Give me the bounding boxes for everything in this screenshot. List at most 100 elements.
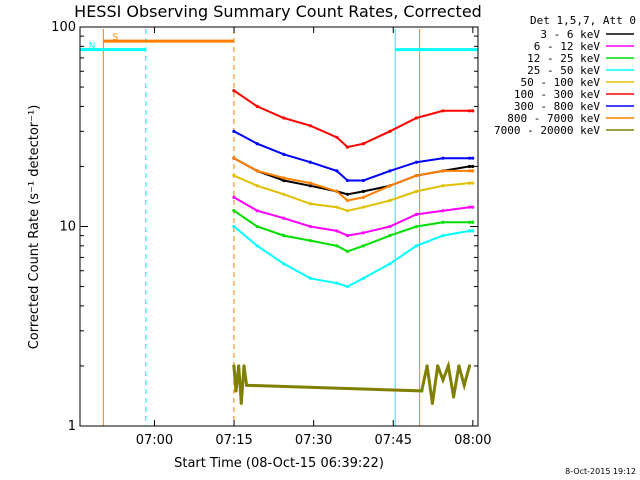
legend-label-3: 25 - 50 keV [527, 64, 600, 77]
series-point-0-11 [471, 164, 475, 169]
series-point-6-0 [232, 129, 236, 133]
series-point-8-13 [457, 364, 461, 368]
series-point-7-2 [282, 176, 286, 180]
series-line-3 [233, 225, 473, 288]
series-point-8-1 [234, 389, 238, 393]
series-point-4-1 [255, 184, 259, 188]
series-point-0-10 [467, 164, 472, 169]
series-point-1-6 [361, 231, 365, 235]
series-point-7-1 [255, 169, 259, 173]
series-point-6-6 [361, 178, 365, 183]
legend-label-7: 800 - 7000 keV [507, 112, 600, 125]
series-point-3-7 [388, 262, 392, 266]
series-point-7-4 [335, 189, 339, 193]
series-point-6-5 [345, 178, 350, 183]
series-point-5-8 [414, 116, 419, 120]
legend-label-0: 3 - 6 keV [540, 28, 600, 41]
series-line-7 [233, 157, 473, 202]
series-line-1 [233, 196, 473, 237]
y-tick-label-1: 10 [59, 220, 76, 235]
series-point-4-9 [441, 184, 445, 188]
legend-label-1: 6 - 12 keV [534, 40, 601, 53]
series-point-7-11 [471, 169, 475, 173]
x-tick-label-3: 07:30 [295, 433, 332, 448]
series-point-4-8 [414, 189, 419, 193]
series-point-5-3 [308, 124, 312, 128]
series-point-2-0 [232, 209, 236, 213]
x-tick-label-4: 07:45 [375, 433, 412, 448]
x-tick-label-5: 08:00 [454, 433, 491, 448]
y-axis: 1 10 100 [51, 20, 478, 434]
timestamp: 8-Oct-2015 19:12 [565, 467, 636, 476]
series-point-1-5 [345, 234, 350, 238]
series-point-5-11 [471, 109, 475, 113]
series-point-5-5 [345, 145, 350, 149]
series-point-6-10 [467, 156, 472, 160]
series-point-3-2 [282, 262, 286, 266]
series-point-2-9 [441, 220, 445, 224]
series-point-3-1 [255, 244, 259, 248]
x-tick-label-1: 07:00 [136, 433, 173, 448]
series-point-6-4 [335, 169, 339, 173]
flag-label-1: N [89, 42, 96, 52]
series-point-7-9 [441, 169, 445, 173]
x-axis: 07:00 07:15 07:30 07:45 08:00 [136, 27, 492, 448]
series-point-5-1 [255, 104, 259, 108]
series-point-7-6 [361, 195, 365, 199]
series-7 [232, 156, 475, 203]
series-point-6-3 [308, 160, 312, 164]
series-point-4-11 [471, 181, 475, 185]
series-point-2-5 [345, 249, 350, 254]
series-point-5-6 [361, 142, 365, 146]
series-point-6-7 [388, 169, 392, 173]
series-point-7-5 [345, 198, 350, 203]
series-point-8-4 [242, 364, 246, 368]
series-point-1-7 [388, 224, 392, 229]
series-point-0-3 [308, 184, 312, 188]
series-point-5-2 [282, 116, 286, 120]
series-point-8-11 [446, 364, 450, 368]
series-point-3-8 [414, 244, 419, 248]
series-point-5-0 [232, 88, 236, 93]
series-point-6-1 [255, 142, 259, 146]
series-point-8-6 [420, 389, 424, 393]
series-point-4-6 [361, 205, 365, 209]
series-point-0-5 [345, 192, 350, 196]
series-point-2-8 [414, 224, 419, 229]
series-point-7-8 [414, 173, 419, 178]
series-point-0-6 [361, 189, 365, 193]
series-point-8-7 [425, 364, 429, 368]
series-point-8-5 [245, 383, 249, 387]
legend-label-8: 7000 - 20000 keV [494, 124, 600, 137]
series-point-8-0 [232, 364, 236, 368]
series-point-8-10 [441, 378, 445, 382]
series-line-6 [233, 130, 473, 182]
legend-title: Det 1,5,7, Att 0 [530, 14, 636, 27]
series-point-3-10 [467, 229, 472, 233]
series-point-4-4 [335, 205, 339, 209]
series-2 [232, 209, 475, 254]
series-point-1-9 [441, 209, 445, 213]
series-point-1-1 [255, 209, 259, 213]
series-line-8 [232, 360, 471, 404]
y-tick-label-2: 100 [51, 20, 76, 35]
series-point-6-9 [441, 156, 445, 160]
series-point-5-7 [388, 129, 392, 133]
series-point-2-7 [388, 234, 392, 238]
series-point-1-4 [335, 229, 339, 233]
x-axis-label: Start Time (08-Oct-15 06:39:22) [174, 456, 384, 471]
series-line-2 [233, 209, 473, 253]
series-point-4-5 [345, 209, 350, 213]
series-point-2-4 [335, 244, 339, 248]
series-point-1-2 [282, 216, 286, 220]
series-point-8-15 [467, 364, 472, 368]
series-point-1-8 [414, 212, 419, 216]
series-point-4-0 [232, 173, 236, 178]
series-point-2-3 [308, 238, 312, 243]
series-point-1-0 [232, 195, 236, 199]
series-point-3-5 [345, 284, 350, 289]
series-point-1-10 [467, 205, 472, 209]
series-point-2-2 [282, 234, 286, 238]
series-point-2-10 [467, 220, 472, 224]
